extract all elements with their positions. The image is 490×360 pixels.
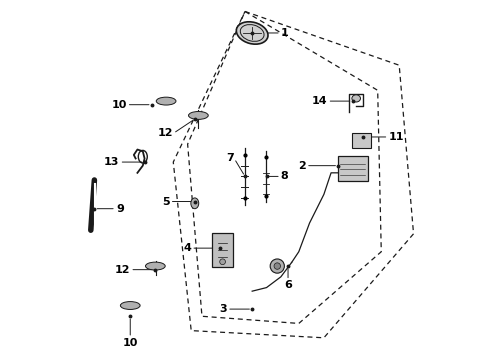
Text: 3: 3: [220, 304, 227, 314]
Text: 5: 5: [162, 197, 170, 207]
Text: 12: 12: [115, 265, 130, 275]
Ellipse shape: [236, 22, 268, 44]
Ellipse shape: [156, 97, 176, 105]
Text: 6: 6: [284, 280, 292, 291]
FancyBboxPatch shape: [338, 156, 368, 181]
Text: 10: 10: [111, 100, 126, 110]
Text: 13: 13: [104, 157, 120, 167]
Ellipse shape: [191, 198, 199, 209]
Ellipse shape: [220, 259, 225, 265]
Text: 11: 11: [389, 132, 404, 142]
Ellipse shape: [352, 95, 361, 102]
Ellipse shape: [274, 263, 280, 269]
Ellipse shape: [189, 112, 208, 120]
Text: 10: 10: [122, 338, 138, 348]
Ellipse shape: [270, 259, 284, 273]
FancyBboxPatch shape: [352, 133, 371, 148]
Text: 2: 2: [298, 161, 306, 171]
Text: 8: 8: [281, 171, 289, 181]
Text: 1: 1: [281, 28, 289, 38]
Text: 9: 9: [116, 204, 124, 214]
Text: 14: 14: [312, 96, 327, 106]
Text: 12: 12: [158, 129, 173, 138]
Text: 4: 4: [183, 243, 191, 253]
Ellipse shape: [146, 262, 165, 270]
Text: 7: 7: [226, 153, 234, 163]
FancyBboxPatch shape: [212, 233, 233, 267]
Ellipse shape: [121, 302, 140, 310]
